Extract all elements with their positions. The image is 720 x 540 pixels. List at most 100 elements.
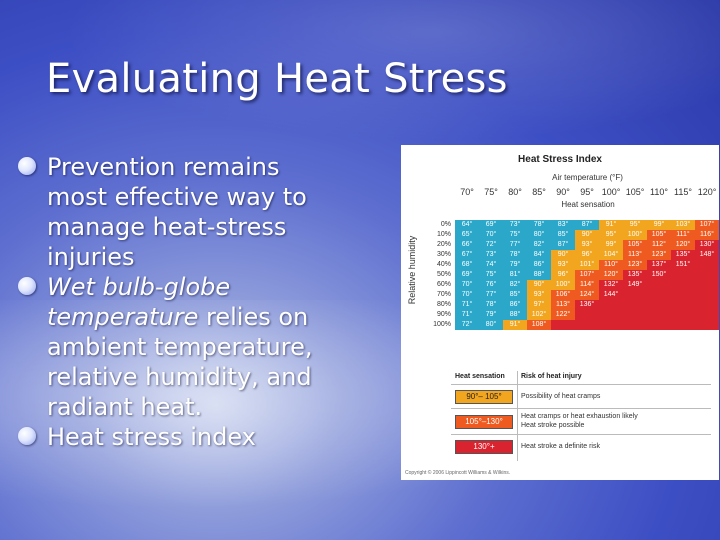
heat-index-cell: 70° (455, 280, 479, 290)
bullet-text: Heat stress index (47, 423, 256, 451)
heat-index-cell (647, 280, 671, 290)
heat-index-cell (647, 290, 671, 300)
heat-index-cell: 105° (623, 240, 647, 250)
heat-index-cell: 76° (479, 280, 503, 290)
heat-index-cell: 104° (599, 250, 623, 260)
humidity-label: 90% (436, 311, 451, 318)
heat-index-cell: 116° (695, 230, 719, 240)
heat-index-cell: 103° (671, 220, 695, 230)
heat-index-cell (695, 260, 719, 270)
heat-index-cell: 82° (503, 280, 527, 290)
heat-index-cell: 97° (527, 300, 551, 310)
heat-index-cell: 74° (479, 260, 503, 270)
bullet-text-italic: Wet bulb-globe temperature (47, 273, 231, 331)
humidity-label: 0% (440, 221, 451, 228)
legend-range-danger: 130°+ (455, 440, 513, 454)
air-temperature-header: 75° (484, 187, 498, 197)
heat-index-cell: 72° (479, 240, 503, 250)
heat-index-cell (575, 320, 599, 330)
heat-index-cell (647, 300, 671, 310)
heat-index-cell: 80° (479, 320, 503, 330)
heat-index-cell: 95° (599, 230, 623, 240)
heat-index-cell: 90° (551, 250, 575, 260)
heat-index-cell: 99° (647, 220, 671, 230)
heat-index-cell: 111° (671, 230, 695, 240)
heat-index-cell: 72° (455, 320, 479, 330)
heat-index-cell (623, 310, 647, 320)
legend-divider (517, 371, 518, 461)
heat-index-cell: 151° (671, 260, 695, 270)
heat-index-cell (575, 310, 599, 320)
air-temperature-header: 110° (650, 187, 668, 197)
air-temperature-header: 85° (532, 187, 546, 197)
heat-index-cell: 87° (551, 240, 575, 250)
heat-index-cell: 85° (551, 230, 575, 240)
heat-index-cell: 99° (599, 240, 623, 250)
heat-index-cell: 69° (479, 220, 503, 230)
legend-risk-text: Possibility of heat cramps (521, 393, 601, 400)
air-temperature-header: 90° (556, 187, 570, 197)
heat-index-cell: 100° (623, 230, 647, 240)
legend-header-sensation: Heat sensation (455, 373, 505, 380)
heat-index-cell: 80° (527, 230, 551, 240)
humidity-label: 20% (436, 241, 451, 248)
heat-index-cell: 82° (527, 240, 551, 250)
air-temperature-header: 120° (697, 187, 717, 197)
heat-index-cell: 83° (551, 220, 575, 230)
heat-index-cell: 102° (527, 310, 551, 320)
bullet-text: relies on ambient temperature, relative … (47, 303, 313, 421)
heat-index-cell (671, 300, 695, 310)
heat-index-cell: 150° (647, 270, 671, 280)
heat-index-cell: 113° (551, 300, 575, 310)
heat-index-cell (695, 290, 719, 300)
heat-index-cell (671, 290, 695, 300)
humidity-label: 60% (436, 281, 451, 288)
heat-index-cell: 68° (455, 260, 479, 270)
heat-index-cell (623, 320, 647, 330)
legend-risk-text: Heat stroke a definite risk (521, 443, 600, 450)
heat-index-cell: 69° (455, 270, 479, 280)
humidity-label: 70% (436, 291, 451, 298)
bullet-item: Wet bulb-globe temperature relies on amb… (18, 272, 328, 422)
heat-index-cell: 81° (503, 270, 527, 280)
air-temperature-headers: 70° 75° 80° 85° 90° 95° 100° 105° 110° 115° 120° (456, 187, 719, 199)
heat-index-cell (599, 310, 623, 320)
humidity-label: 100% (433, 321, 451, 328)
heat-index-cell: 120° (671, 240, 695, 250)
heat-index-cell: 120° (599, 270, 623, 280)
air-temperature-header: 70° (460, 187, 474, 197)
heat-index-grid: 64° 69° 73° 78° 83° 87° 91° 95° 99° 103° 107° 65° 70… (455, 220, 719, 360)
figure-title: Heat Stress Index (518, 154, 602, 165)
legend-range-warning: 105°–130° (455, 415, 513, 429)
heat-index-cell: 65° (455, 230, 479, 240)
heat-index-cell: 101° (575, 260, 599, 270)
heat-index-cell (671, 320, 695, 330)
heat-index-cell: 64° (455, 220, 479, 230)
heat-index-cell: 123° (647, 250, 671, 260)
heat-index-cell: 75° (503, 230, 527, 240)
humidity-label: 30% (436, 251, 451, 258)
heat-index-cell: 107° (575, 270, 599, 280)
heat-index-cell (695, 300, 719, 310)
legend-rule (451, 384, 711, 385)
heat-index-cell: 90° (575, 230, 599, 240)
heat-index-cell: 71° (455, 300, 479, 310)
heat-sensation-label: Heat sensation (561, 200, 615, 209)
heat-index-cell: 106° (551, 290, 575, 300)
heat-index-cell: 78° (479, 300, 503, 310)
heat-index-cell: 96° (575, 250, 599, 260)
heat-index-cell: 136° (575, 300, 599, 310)
humidity-label: 10% (436, 231, 451, 238)
bullet-list: Prevention remains most effective way to… (18, 152, 328, 452)
heat-index-cell (671, 280, 695, 290)
heat-index-cell: 73° (503, 220, 527, 230)
heat-index-cell: 75° (479, 270, 503, 280)
heat-index-cell: 73° (479, 250, 503, 260)
heat-index-cell: 124° (575, 290, 599, 300)
copyright-text: Copyright © 2006 Lippincott Williams & W… (405, 470, 511, 476)
legend-risk-text: Heat cramps or heat exhaustion likely He… (521, 413, 638, 429)
bullet-icon (18, 157, 36, 175)
humidity-label: 50% (436, 271, 451, 278)
heat-index-cell: 90° (527, 280, 551, 290)
heat-index-cell: 78° (503, 250, 527, 260)
